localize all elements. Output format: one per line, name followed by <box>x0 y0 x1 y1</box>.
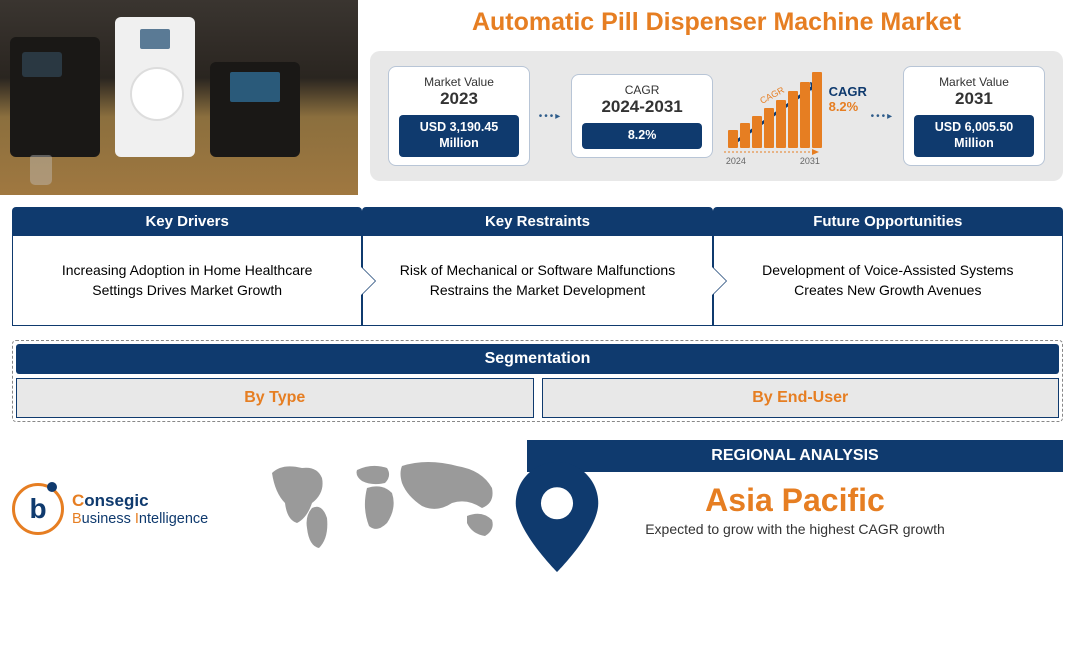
year-start: 2024 <box>726 156 746 166</box>
header-right: Automatic Pill Dispenser Machine Market … <box>358 0 1075 195</box>
device-2 <box>115 17 195 157</box>
segmentation-box: Segmentation By TypeBy End-User <box>12 340 1063 422</box>
cagr-label: CAGR 8.2% <box>829 84 867 114</box>
card-body: Risk of Mechanical or Software Malfuncti… <box>362 236 712 326</box>
card-body: Development of Voice-Assisted Systems Cr… <box>713 236 1063 326</box>
card-head: Future Opportunities <box>713 207 1063 236</box>
card-head: Key Restraints <box>362 207 712 236</box>
stat-label: Market Value <box>914 75 1034 89</box>
segmentation-head: Segmentation <box>16 344 1059 374</box>
market-card: Key Restraints Risk of Mechanical or Sof… <box>362 207 712 326</box>
stat-year: 2023 <box>399 89 519 109</box>
chart-bar <box>800 82 810 148</box>
dots-1: •••▸ <box>539 111 563 122</box>
stat-year: 2024-2031 <box>582 97 702 117</box>
device-1 <box>10 37 100 157</box>
stats-box: Market Value 2023 USD 3,190.45 Million •… <box>370 51 1063 181</box>
stat-value: 8.2% <box>582 123 702 149</box>
market-card: Key Drivers Increasing Adoption in Home … <box>12 207 362 326</box>
chart-bar <box>764 108 774 148</box>
brand-logo: b Consegic Business Intelligence <box>12 440 247 563</box>
cup <box>30 155 52 185</box>
year-end: 2031 <box>800 156 820 166</box>
logo-text: Consegic Business Intelligence <box>72 491 208 527</box>
bottom-row: b Consegic Business Intelligence REGIONA… <box>0 432 1075 563</box>
page-title: Automatic Pill Dispenser Machine Market <box>370 0 1063 51</box>
top-row: Automatic Pill Dispenser Machine Market … <box>0 0 1075 195</box>
dots-2: •••▸ <box>871 111 895 122</box>
stat-value: USD 6,005.50 Million <box>914 115 1034 156</box>
card-head: Key Drivers <box>12 207 362 236</box>
stat-market-2031: Market Value 2031 USD 6,005.50 Million <box>903 66 1045 165</box>
cards-row: Key Drivers Increasing Adoption in Home … <box>0 195 1075 336</box>
chart-bar <box>752 116 762 148</box>
stat-value: USD 3,190.45 Million <box>399 115 519 156</box>
world-map <box>257 440 517 563</box>
stat-label: CAGR <box>582 83 702 97</box>
market-card: Future Opportunities Development of Voic… <box>713 207 1063 326</box>
chart-bar <box>740 123 750 148</box>
logo-icon: b <box>12 483 64 535</box>
chart-bar <box>728 130 738 148</box>
map-pin-icon <box>427 462 687 572</box>
stat-year: 2031 <box>914 89 1034 109</box>
stat-market-2023: Market Value 2023 USD 3,190.45 Million <box>388 66 530 165</box>
stat-cagr: CAGR 2024-2031 8.2% <box>571 74 713 158</box>
segmentation-cell: By Type <box>16 378 534 418</box>
chart-bar <box>788 91 798 148</box>
segmentation-row: By TypeBy End-User <box>16 374 1059 418</box>
chart-bar <box>776 100 786 148</box>
device-3 <box>210 62 300 157</box>
growth-chart: CAGR CAGR 8.2% 2024 2031 <box>722 66 862 166</box>
product-photo <box>0 0 358 195</box>
segmentation-cell: By End-User <box>542 378 1060 418</box>
card-body: Increasing Adoption in Home Healthcare S… <box>12 236 362 326</box>
stat-label: Market Value <box>399 75 519 89</box>
chart-bar <box>812 72 822 148</box>
